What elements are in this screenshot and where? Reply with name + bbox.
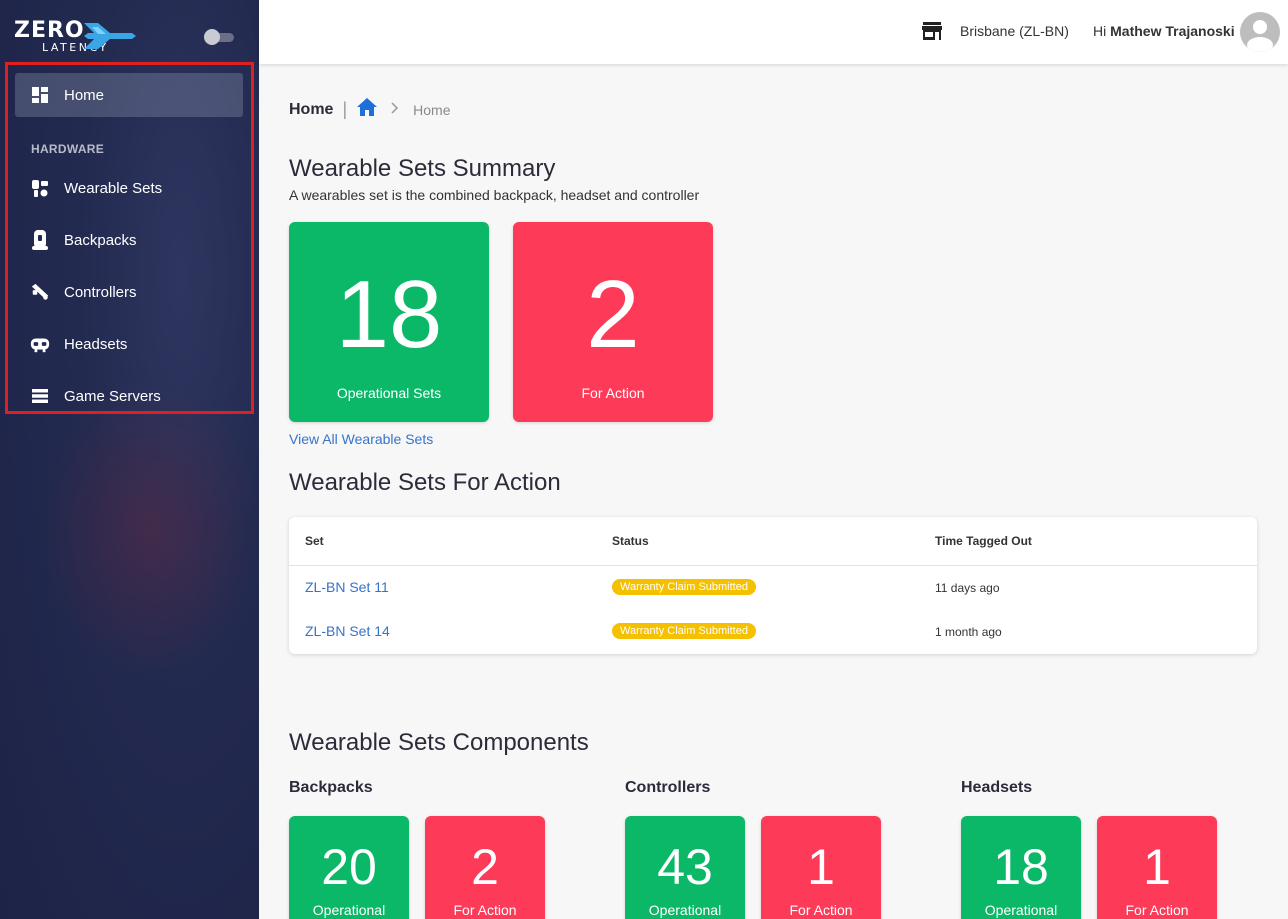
backpack-icon xyxy=(30,230,50,250)
backpacks-heading: Backpacks xyxy=(289,779,373,796)
for-action-sets-label: For Action xyxy=(581,385,645,401)
controllers-for-action-card[interactable]: 1 For Action xyxy=(761,816,881,919)
summary-title: Wearable Sets Summary xyxy=(289,155,556,182)
headsets-heading: Headsets xyxy=(961,779,1033,796)
for-action-title: Wearable Sets For Action xyxy=(289,469,561,496)
page-title: Home xyxy=(289,100,334,118)
for-action-table: Set Status Time Tagged Out ZL-BN Set 11 … xyxy=(289,517,1257,654)
store-icon xyxy=(922,22,942,45)
time-tagged-out: 1 month ago xyxy=(935,625,1002,639)
components-title: Wearable Sets Components xyxy=(289,729,589,756)
headsets-operational-card[interactable]: 18 Operational xyxy=(961,816,1081,919)
sidebar-item-headsets[interactable]: Headsets xyxy=(15,322,243,366)
breadcrumb-divider: | xyxy=(342,99,348,119)
headset-icon xyxy=(30,334,50,354)
backpacks-operational-count: 20 xyxy=(321,839,377,895)
user-greeting: Hi Mathew Trajanoski xyxy=(1093,23,1235,39)
controllers-heading: Controllers xyxy=(625,779,711,796)
sidebar-item-label: Controllers xyxy=(64,283,137,301)
sidebar-item-controllers[interactable]: Controllers xyxy=(15,270,243,314)
server-icon xyxy=(30,386,50,406)
backpacks-operational-label: Operational xyxy=(312,902,386,918)
operational-sets-card[interactable]: 18 Operational Sets xyxy=(289,222,489,422)
theme-toggle[interactable] xyxy=(204,29,234,45)
sidebar-item-label: Game Servers xyxy=(64,387,161,405)
headsets-for-action-label: For Action xyxy=(1125,902,1189,918)
zero-latency-logo[interactable]: ZERO LATENCY xyxy=(14,18,139,56)
headsets-operational-label: Operational xyxy=(984,902,1058,918)
controllers-for-action-count: 1 xyxy=(807,839,835,895)
sidebar: ZERO LATENCY Home HARDWARE Wearable Sets… xyxy=(0,0,259,919)
sidebar-item-wearable-sets[interactable]: Wearable Sets xyxy=(15,166,243,210)
summary-subtitle: A wearables set is the combined backpack… xyxy=(289,187,700,203)
sidebar-item-label: Headsets xyxy=(64,335,128,353)
column-header-set[interactable]: Set xyxy=(305,534,324,548)
backpacks-for-action-count: 2 xyxy=(471,839,499,895)
sidebar-item-label: Wearable Sets xyxy=(64,179,163,197)
operational-sets-count: 18 xyxy=(335,261,443,368)
user-avatar-icon xyxy=(1247,20,1273,52)
logo-text-zero: ZERO xyxy=(14,18,85,43)
headsets-operational-count: 18 xyxy=(993,839,1049,895)
controllers-operational-card[interactable]: 43 Operational xyxy=(625,816,745,919)
sidebar-item-backpacks[interactable]: Backpacks xyxy=(15,218,243,262)
view-all-wearable-sets-link[interactable]: View All Wearable Sets xyxy=(289,431,434,447)
time-tagged-out: 11 days ago xyxy=(935,581,1000,595)
controllers-operational-label: Operational xyxy=(648,902,722,918)
operational-sets-label: Operational Sets xyxy=(336,385,442,401)
breadcrumb-current: Home xyxy=(413,101,451,118)
table-header-divider xyxy=(289,565,1257,566)
column-header-time-tagged-out[interactable]: Time Tagged Out xyxy=(935,534,1032,548)
breadcrumb: Home | Home xyxy=(289,98,451,121)
wearable-sets-icon xyxy=(30,178,50,198)
sidebar-highlight-box xyxy=(5,62,254,414)
sidebar-item-label: Backpacks xyxy=(64,231,137,249)
controllers-operational-count: 43 xyxy=(657,839,713,895)
controller-icon xyxy=(30,282,50,302)
top-header: Brisbane (ZL-BN) Hi Mathew Trajanoski xyxy=(259,0,1288,64)
backpacks-for-action-card[interactable]: 2 For Action xyxy=(425,816,545,919)
controllers-for-action-label: For Action xyxy=(789,902,853,918)
sidebar-background-art xyxy=(40,380,259,680)
sidebar-item-game-servers[interactable]: Game Servers xyxy=(15,374,243,418)
for-action-sets-count: 2 xyxy=(586,261,640,368)
headsets-for-action-card[interactable]: 1 For Action xyxy=(1097,816,1217,919)
home-icon[interactable] xyxy=(357,98,378,121)
set-link[interactable]: ZL-BN Set 11 xyxy=(305,579,389,595)
chevron-right-icon xyxy=(391,101,399,119)
user-avatar[interactable] xyxy=(1240,12,1280,52)
set-link[interactable]: ZL-BN Set 14 xyxy=(305,623,390,639)
greeting-prefix: Hi xyxy=(1093,23,1111,39)
headsets-for-action-count: 1 xyxy=(1143,839,1171,895)
sidebar-item-home[interactable]: Home xyxy=(15,73,243,117)
status-badge: Warranty Claim Submitted xyxy=(612,579,756,595)
dashboard-icon xyxy=(30,85,50,105)
backpacks-for-action-label: For Action xyxy=(453,902,517,918)
sidebar-item-label: Home xyxy=(64,86,105,104)
column-header-status[interactable]: Status xyxy=(612,534,649,548)
backpacks-operational-card[interactable]: 20 Operational xyxy=(289,816,409,919)
for-action-sets-card[interactable]: 2 For Action xyxy=(513,222,713,422)
logo-jet-icon xyxy=(84,23,136,49)
sidebar-section-hardware: HARDWARE xyxy=(31,142,105,156)
status-badge: Warranty Claim Submitted xyxy=(612,623,756,639)
user-name: Mathew Trajanoski xyxy=(1110,23,1235,39)
location-selector[interactable]: Brisbane (ZL-BN) xyxy=(960,23,1069,39)
